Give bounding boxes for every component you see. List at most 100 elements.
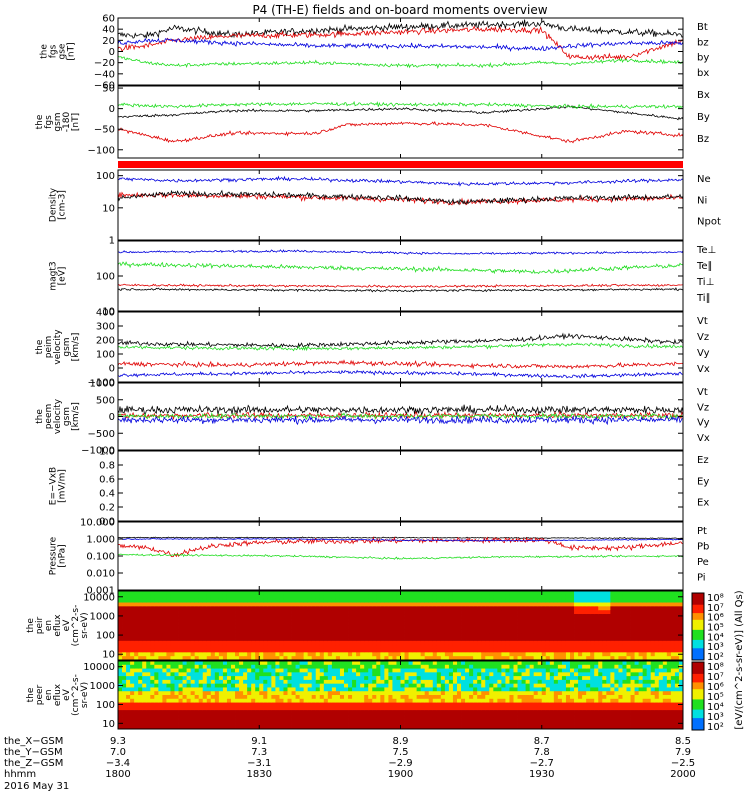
heat-cell <box>150 648 155 653</box>
heat-cell <box>452 594 458 600</box>
heat-cell <box>190 648 196 653</box>
heat-cell <box>444 637 450 642</box>
heat-cell <box>638 652 644 657</box>
heat-cell <box>545 656 551 661</box>
heat-cell <box>561 706 567 711</box>
heat-cell <box>481 606 486 611</box>
heat-cell <box>557 610 563 615</box>
heat-cell <box>638 644 644 649</box>
heat-cell <box>481 713 486 719</box>
heat-cell <box>239 598 244 603</box>
heat-cell <box>186 687 192 692</box>
heat-cell <box>513 679 518 685</box>
heat-cell <box>436 717 442 722</box>
heat-cell <box>138 725 143 730</box>
heat-cell <box>247 725 252 730</box>
heat-cell <box>315 648 321 653</box>
heat-cell <box>384 648 389 653</box>
heat-cell <box>493 664 498 669</box>
heat-cell <box>368 676 373 681</box>
heat-cell <box>465 672 470 677</box>
heat-cell <box>420 656 426 661</box>
legend-Pt: Pt <box>697 526 707 537</box>
heat-cell <box>271 661 276 666</box>
heat-cell <box>578 664 583 669</box>
heat-cell <box>489 598 494 603</box>
heat-cell <box>178 637 183 642</box>
series-line-Vz <box>118 359 683 370</box>
heat-cell <box>356 621 361 626</box>
heat-cell <box>662 606 668 611</box>
heat-cell <box>271 698 276 703</box>
heat-cell <box>186 591 192 596</box>
heat-cell <box>457 614 462 619</box>
heat-cell <box>364 617 369 623</box>
heat-cell <box>327 695 333 700</box>
heat-cell <box>432 664 438 669</box>
heat-cell <box>194 629 200 634</box>
heat-cell <box>122 640 127 646</box>
heat-cell <box>432 644 438 649</box>
heat-cell <box>299 661 305 666</box>
heat-cell <box>259 691 264 696</box>
heat-cell <box>348 617 353 623</box>
heat-cell <box>513 625 518 630</box>
heat-cell <box>126 606 131 611</box>
heat-cell <box>489 687 494 692</box>
heat-cell <box>295 668 301 673</box>
heat-cell <box>662 625 668 630</box>
heat-cell <box>533 668 539 673</box>
heat-cell <box>372 644 377 649</box>
heat-cell <box>360 710 365 715</box>
heat-cell <box>570 637 575 642</box>
heat-cell <box>267 698 272 703</box>
heat-cell <box>158 706 163 711</box>
heat-cell <box>134 698 139 703</box>
heat-cell <box>408 721 414 726</box>
heat-cell <box>356 598 361 603</box>
heat-cell <box>509 621 514 626</box>
heat-cell <box>440 695 446 700</box>
heat-cell <box>150 614 155 619</box>
heat-cell <box>396 648 401 653</box>
heat-cell <box>311 637 317 642</box>
heat-cell <box>226 614 232 619</box>
heat-cell <box>352 706 357 711</box>
heat-cell <box>287 691 292 696</box>
heat-cell <box>513 676 518 681</box>
heat-cell <box>473 713 478 719</box>
heat-cell <box>251 695 256 700</box>
heat-cell <box>586 652 591 657</box>
heat-cell <box>247 640 252 646</box>
heat-cell <box>469 606 474 611</box>
ylabel-line: peim <box>44 336 54 359</box>
heat-cell <box>275 648 280 653</box>
heat-cell <box>473 602 478 607</box>
heat-cell <box>424 610 430 615</box>
heat-cell <box>231 725 236 730</box>
heat-cell <box>388 594 393 600</box>
heat-cell <box>263 706 268 711</box>
heat-cell <box>428 706 434 711</box>
heat-cell <box>570 621 575 626</box>
heat-cell <box>465 676 470 681</box>
heat-cell <box>582 676 587 681</box>
heat-cell <box>501 725 506 730</box>
heat-cell <box>344 656 349 661</box>
heat-cell <box>291 672 296 677</box>
heat-cell <box>565 668 571 673</box>
heat-cell <box>428 672 434 677</box>
heat-cell <box>388 591 393 596</box>
heat-cell <box>525 668 531 673</box>
heat-cell <box>206 679 212 685</box>
heat-cell <box>271 652 276 657</box>
heat-cell <box>594 698 599 703</box>
heat-cell <box>368 679 373 685</box>
heat-cell <box>513 672 518 677</box>
heat-cell <box>315 610 321 615</box>
heat-cell <box>622 594 627 600</box>
heat-cell <box>452 637 458 642</box>
heat-cell <box>582 606 587 611</box>
heat-cell <box>509 687 514 692</box>
heat-cell <box>243 652 248 657</box>
